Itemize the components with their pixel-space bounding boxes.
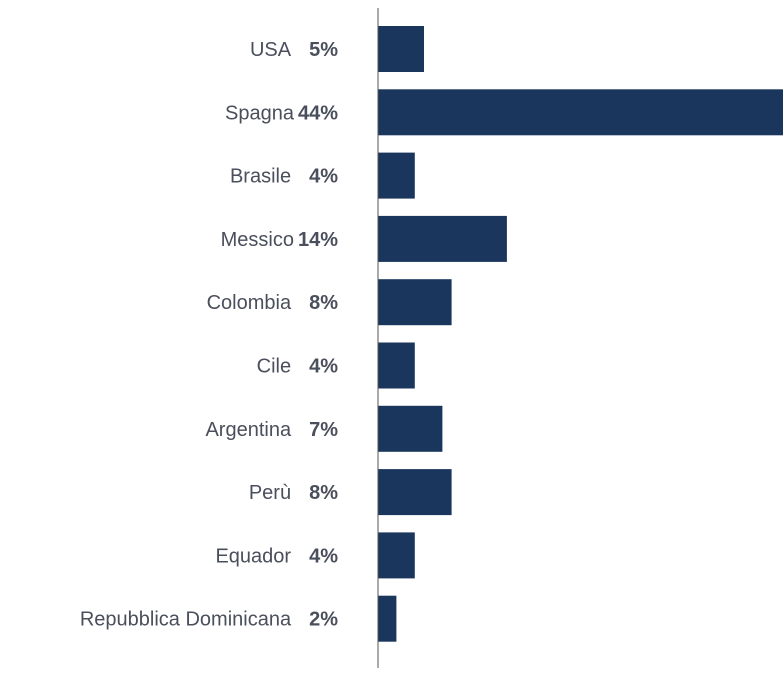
value-label-spagna: 44%: [298, 102, 338, 124]
category-label-messico: Messico: [221, 229, 294, 251]
bar-usa: [378, 26, 424, 72]
category-label-argentina: Argentina: [205, 419, 291, 441]
bar-messico: [378, 215, 507, 262]
value-label-repubblica-dominicana: 2%: [309, 609, 338, 631]
value-label-usa: 5%: [309, 39, 338, 61]
category-label-cile: Cile: [257, 356, 291, 378]
value-labels: 5% 44% 4% 14% 8% 4% 7% 8% 4% 2%: [298, 39, 338, 631]
bar-argentina: [378, 405, 443, 452]
category-label-peru: Perù: [249, 482, 291, 504]
category-label-colombia: Colombia: [207, 292, 292, 314]
bar-spagna: [378, 89, 783, 136]
category-label-repubblica-dominicana: Repubblica Dominicana: [80, 609, 292, 631]
bar-peru: [378, 469, 452, 516]
value-label-colombia: 8%: [309, 292, 338, 314]
bar-repubblica-dominicana: [378, 595, 397, 642]
category-label-brasile: Brasile: [230, 166, 291, 188]
value-label-argentina: 7%: [309, 419, 338, 441]
value-label-equador: 4%: [309, 545, 338, 567]
category-labels: USA Spagna Brasile Messico Colombia Cile Argen…: [80, 39, 295, 631]
value-label-cile: 4%: [309, 356, 338, 378]
category-label-spagna: Spagna: [225, 102, 295, 124]
value-label-peru: 8%: [309, 482, 338, 504]
bar-cile: [378, 342, 415, 389]
bar-brasile: [378, 152, 415, 199]
bar-equador: [378, 532, 415, 579]
value-label-brasile: 4%: [309, 166, 338, 188]
value-label-messico: 14%: [298, 229, 338, 251]
category-label-equador: Equador: [215, 545, 291, 567]
category-label-usa: USA: [250, 39, 292, 61]
bar-colombia: [378, 279, 452, 326]
bars: [378, 26, 783, 642]
